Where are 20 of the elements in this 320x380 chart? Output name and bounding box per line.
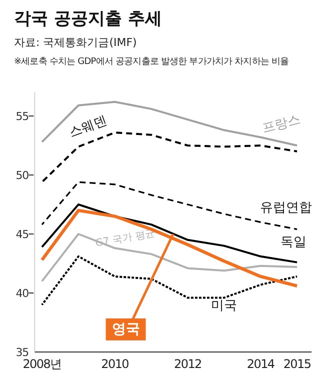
line-series [40, 100, 298, 146]
series-label: 독일 [280, 234, 306, 250]
text: 스웨덴 [67, 113, 110, 141]
chart-title: 각국 공공지출 추세 [14, 9, 162, 29]
y-tick-label: 55 [16, 110, 30, 123]
text: ※세로축 수치는 GDP에서 공공지출로 발생한 부가가치가 차지하는 비율 [14, 57, 290, 67]
x-tick-label: 2015 [283, 357, 311, 371]
x-tick-label: 2014 [246, 357, 274, 371]
series-label: 미국 [211, 298, 238, 314]
text: 영국 [112, 321, 140, 338]
x-tick-label: 2010 [101, 357, 129, 371]
y-tick-label: 40 [16, 287, 30, 300]
y-tick-label: 45 [16, 228, 30, 241]
y-tick-label: 35 [16, 346, 30, 359]
x-tick-label: 2008년 [22, 357, 62, 371]
y-tick-label: 50 [16, 169, 30, 182]
text: 프랑스 [260, 112, 302, 136]
text: 자료: 국제통화기금(IMF) [14, 36, 137, 49]
x-tick-label: 2012 [174, 357, 202, 371]
series-label: 유럽연합 [260, 200, 312, 216]
